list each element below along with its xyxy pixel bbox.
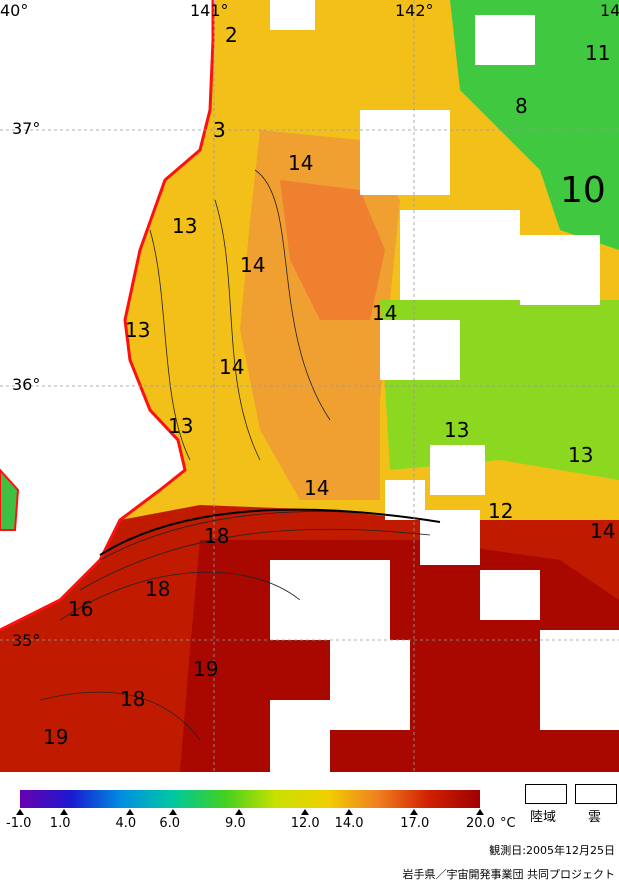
- scale-tick-mark: [169, 809, 178, 815]
- graticule: [0, 0, 619, 772]
- contour-label: 19: [193, 657, 218, 681]
- contour-label: 18: [120, 687, 145, 711]
- lon-label-141: 141°: [190, 1, 229, 20]
- contour-label: 18: [145, 577, 170, 601]
- contour-label: 13: [168, 414, 193, 438]
- contour-label: 14: [219, 355, 244, 379]
- observation-date: 観測日:2005年12月25日: [489, 844, 615, 857]
- scale-tick-label: 4.0: [115, 816, 137, 831]
- scale-tick-mark: [300, 809, 309, 815]
- contour-label: 19: [43, 725, 68, 749]
- scale-tick-label: 17.0: [400, 816, 430, 831]
- contour-label: 11: [585, 41, 610, 65]
- lat-label-37: 37°: [12, 119, 40, 138]
- scale-tick-mark: [476, 809, 484, 815]
- contour-label: 14: [590, 519, 615, 543]
- color-scale-bar: [20, 790, 480, 808]
- lon-label-142: 142°: [395, 1, 434, 20]
- scale-tick-mark: [235, 809, 244, 815]
- front-thick-contour: [99, 508, 441, 556]
- lon-label-143: 14: [600, 1, 619, 20]
- contour-label: 8: [515, 94, 528, 118]
- land-key-label: 陸域: [530, 810, 557, 825]
- lat-label-35: 35°: [12, 631, 40, 650]
- scale-tick-mark: [16, 809, 24, 815]
- cloud-key-label: 雲: [588, 810, 602, 825]
- cloud-patches: [270, 0, 619, 772]
- contour-label: 13: [568, 443, 593, 467]
- lat-label-36: 36°: [12, 375, 40, 394]
- contour-label: 14: [288, 151, 313, 175]
- lon-label-140: 40°: [0, 1, 28, 20]
- color-legend: -1.0 1.0 4.0 6.0 9.0 12.0 14.0 17.0 20.0 °C 陸域 雲…: [0, 772, 619, 881]
- scale-tick-label: -1.0: [6, 816, 32, 831]
- contour-label: 14: [304, 476, 329, 500]
- scale-tick-label: 20.0: [466, 816, 495, 831]
- contour-label: 13: [444, 418, 469, 442]
- scale-tick-label: 1.0: [49, 816, 71, 831]
- contour-label: 2: [225, 23, 238, 47]
- contour-label: 13: [172, 214, 197, 238]
- contour-label: 14: [372, 301, 397, 325]
- scale-tick-mark: [59, 809, 68, 815]
- contour-label: 3: [213, 118, 226, 142]
- contour-label: 14: [240, 253, 265, 277]
- cloud-key-box: [575, 784, 617, 804]
- scale-tick-label: 9.0: [225, 816, 246, 831]
- scale-tick-label: 14.0: [334, 816, 364, 831]
- isotherm-lines: [39, 169, 431, 741]
- scale-tick-mark: [410, 809, 419, 815]
- orange-core: [280, 180, 385, 320]
- contour-label-large: 10: [560, 170, 606, 211]
- scale-tick-mark: [344, 809, 353, 815]
- contour-label: 16: [68, 597, 93, 621]
- contour-label: 13: [125, 318, 150, 342]
- land-key-box: [525, 784, 567, 804]
- credit-line: 岩手県／宇宙開発事業団 共同プロジェクト: [402, 868, 616, 881]
- scale-tick-mark: [125, 809, 134, 815]
- sea-surface-temperature-map: 40° 141° 142° 14 37° 36° 35° 2 3 14 13 1…: [0, 0, 619, 772]
- unit-label: °C: [500, 816, 516, 831]
- scale-tick-label: 6.0: [159, 816, 181, 831]
- contour-label: 18: [204, 524, 229, 548]
- land-patch-west: [0, 468, 20, 531]
- scale-tick-label: 12.0: [290, 816, 320, 831]
- contour-label: 12: [488, 499, 513, 523]
